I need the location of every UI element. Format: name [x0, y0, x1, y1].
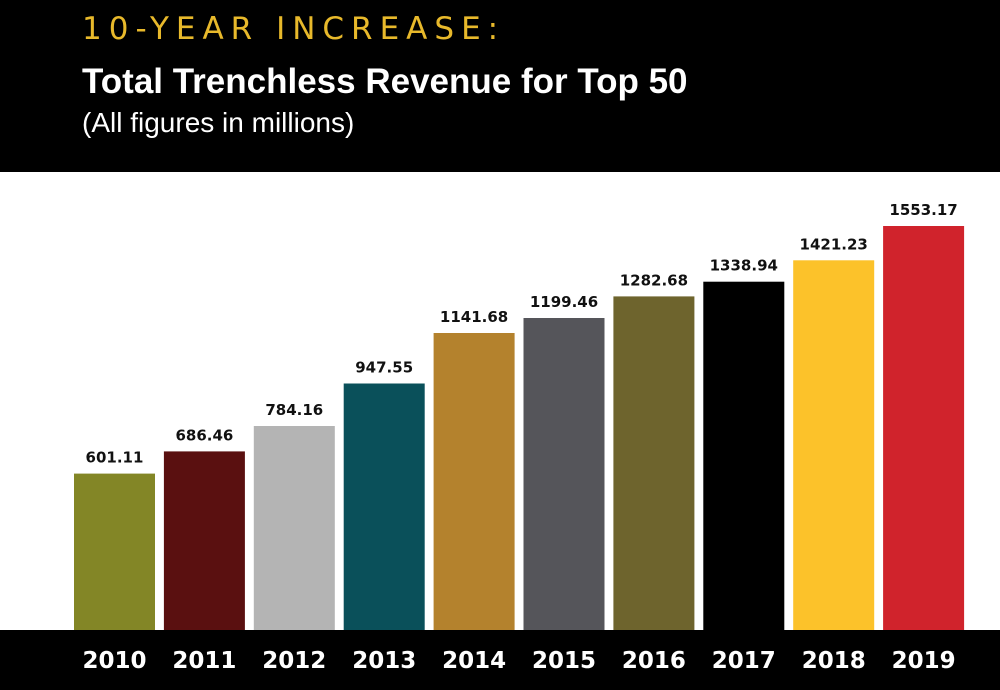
eyebrow-heading: 10-YEAR INCREASE: — [82, 11, 506, 47]
chart-title: Total Trenchless Revenue for Top 50 — [82, 62, 688, 101]
value-label-2014: 1141.68 — [440, 308, 508, 326]
bar-2012 — [253, 426, 335, 630]
bars-group — [74, 226, 965, 630]
x-tick-label-2010: 2010 — [82, 648, 146, 674]
header-band: 10-YEAR INCREASE: Total Trenchless Reven… — [0, 0, 1000, 172]
x-tick-label-2014: 2014 — [442, 648, 506, 674]
x-tick-label-2012: 2012 — [262, 648, 326, 674]
x-tick-label-2011: 2011 — [172, 648, 236, 674]
value-label-2011: 686.46 — [175, 426, 233, 444]
x-tick-label-2017: 2017 — [712, 648, 776, 674]
value-label-2017: 1338.94 — [710, 257, 778, 275]
value-label-2013: 947.55 — [355, 359, 413, 377]
x-tick-label-2013: 2013 — [352, 648, 416, 674]
bar-2015 — [523, 318, 605, 630]
value-label-2012: 784.16 — [265, 401, 323, 419]
chart-panel: 601.11 686.46 784.16 947.55 1141.68 1199.46 12… — [0, 172, 1000, 690]
x-tick-label-2016: 2016 — [622, 648, 686, 674]
bar-2010 — [74, 473, 155, 630]
x-tick-label-2015: 2015 — [532, 648, 596, 674]
value-label-2016: 1282.68 — [620, 271, 688, 289]
bar-chart: 601.11 686.46 784.16 947.55 1141.68 1199.46 12… — [0, 201, 1000, 690]
value-label-2018: 1421.23 — [800, 235, 868, 253]
x-tick-label-2019: 2019 — [892, 648, 956, 674]
value-labels-group: 601.11 686.46 784.16 947.55 1141.68 1199.46 12… — [86, 201, 958, 467]
x-tick-labels-group: 2010 2011 2012 2013 2014 2015 2016 2017 2018 2019 — [82, 648, 955, 674]
bar-2014 — [433, 333, 515, 630]
value-label-2015: 1199.46 — [530, 293, 598, 311]
bar-2013 — [343, 383, 425, 630]
x-axis-band — [0, 630, 1000, 690]
x-tick-label-2018: 2018 — [802, 648, 866, 674]
bar-2017 — [703, 281, 785, 630]
bar-2018 — [793, 260, 875, 630]
value-label-2010: 601.11 — [86, 449, 144, 467]
bar-2019 — [883, 226, 965, 630]
value-label-2019: 1553.17 — [889, 201, 957, 219]
chart-subtitle: (All figures in millions) — [82, 107, 355, 138]
bar-2011 — [163, 451, 245, 630]
bar-2016 — [613, 296, 695, 630]
